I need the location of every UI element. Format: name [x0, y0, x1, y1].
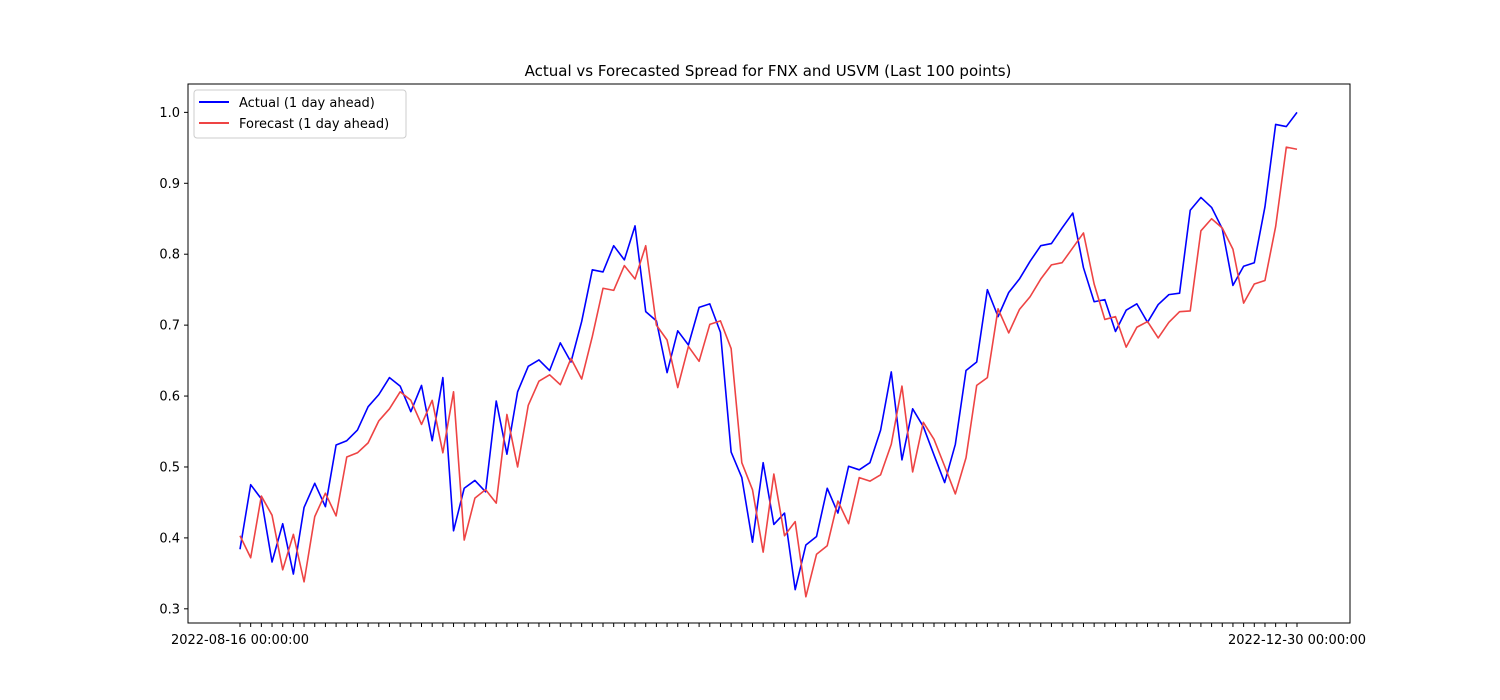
y-tick-label: 0.7 — [159, 319, 180, 334]
chart-title: Actual vs Forecasted Spread for FNX and … — [525, 62, 1012, 80]
y-tick-label: 0.4 — [159, 531, 180, 546]
y-tick-label: 0.5 — [159, 460, 180, 475]
y-tick-label: 0.3 — [159, 602, 180, 617]
x-tick-label: 2022-12-30 00:00:00 — [1228, 633, 1366, 648]
legend-box — [193, 89, 407, 139]
legend: Actual (1 day ahead) Forecast (1 day ahe… — [193, 89, 407, 139]
x-tick-labels: 2022-08-16 00:00:00 2022-12-30 00:00:00 — [171, 633, 1366, 648]
x-tick-label: 2022-08-16 00:00:00 — [171, 633, 309, 648]
legend-forecast-label: Forecast (1 day ahead) — [239, 117, 389, 132]
y-tick-label: 0.8 — [159, 248, 180, 263]
plot-area: 0.3 0.4 0.5 0.6 0.7 0.8 0.9 1.0 2022-08-16 00:00… — [159, 83, 1366, 648]
legend-actual-label: Actual (1 day ahead) — [239, 96, 375, 111]
forecast-series-line — [239, 146, 1298, 598]
axes-frame — [187, 83, 1351, 624]
y-tick-label: 0.9 — [159, 177, 180, 192]
y-tick-label: 0.6 — [159, 390, 180, 405]
y-tick-label: 1.0 — [159, 106, 180, 121]
actual-series-line — [239, 111, 1298, 591]
